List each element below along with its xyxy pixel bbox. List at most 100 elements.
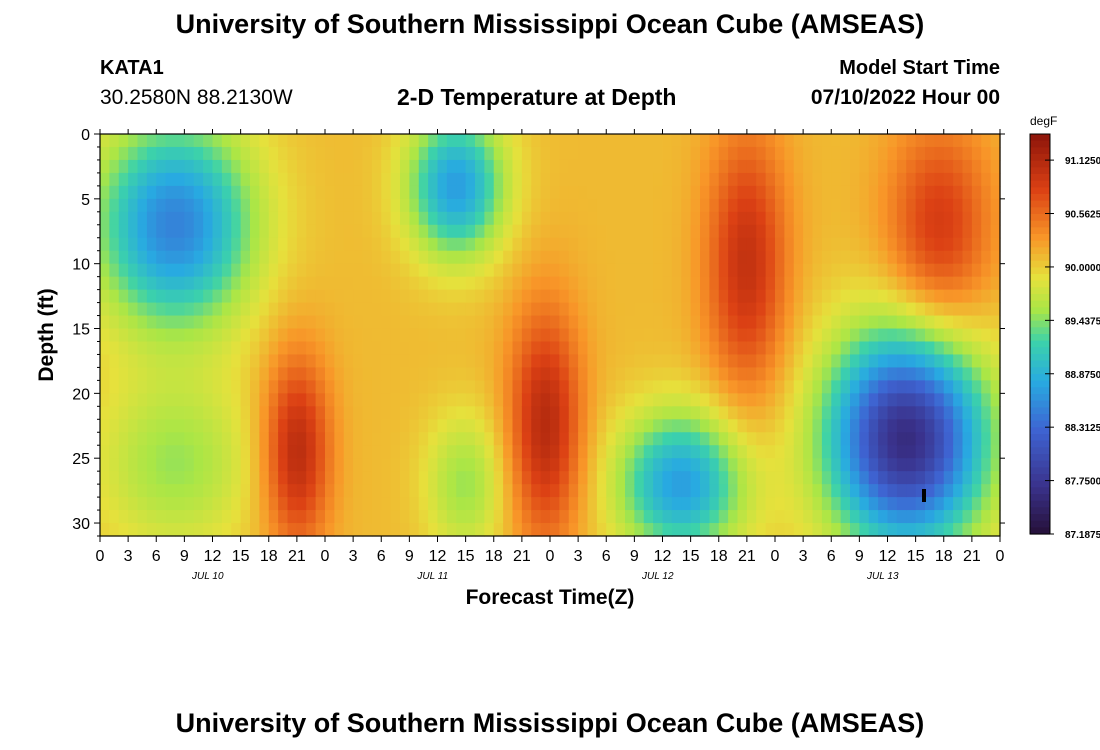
heatmap-cell <box>193 380 204 394</box>
heatmap-cell <box>653 510 664 524</box>
heatmap-cell <box>437 159 448 174</box>
heatmap-cell <box>437 380 448 394</box>
heatmap-cell <box>868 406 879 420</box>
heatmap-cell <box>746 406 757 420</box>
heatmap-cell <box>184 250 195 265</box>
heatmap-cell <box>250 471 260 485</box>
heatmap-cell <box>681 185 692 200</box>
heatmap-cell <box>531 198 542 213</box>
heatmap-cell <box>268 341 279 356</box>
heatmap-cell <box>934 185 945 200</box>
heatmap-cell <box>878 484 889 498</box>
heatmap-cell <box>859 159 870 174</box>
heatmap-cell <box>400 419 410 433</box>
heatmap-cell <box>709 341 720 356</box>
heatmap-cell <box>475 484 485 498</box>
heatmap-cell <box>653 134 664 148</box>
heatmap-cell <box>737 406 748 420</box>
heatmap-cell <box>362 302 373 317</box>
heatmap-cell <box>859 380 870 394</box>
heatmap-cell <box>709 406 720 420</box>
heatmap-cell <box>531 471 542 485</box>
heatmap-cell <box>118 134 129 148</box>
heatmap-cell <box>634 393 645 407</box>
heatmap-cell <box>737 134 748 148</box>
heatmap-cell <box>615 523 626 537</box>
heatmap-cell <box>784 185 795 200</box>
heatmap-cell <box>146 406 157 420</box>
heatmap-cell <box>681 445 692 459</box>
heatmap-cell <box>615 315 626 330</box>
heatmap-cell <box>793 198 804 213</box>
heatmap-cell <box>315 471 326 485</box>
heatmap-cell <box>990 510 1001 524</box>
colorbar-segment <box>1030 454 1050 462</box>
heatmap-cell <box>287 315 298 330</box>
heatmap-cell <box>212 367 223 381</box>
heatmap-cell <box>887 289 898 304</box>
heatmap-cell <box>165 458 176 472</box>
heatmap-cell <box>418 185 429 200</box>
heatmap-cell <box>887 159 898 174</box>
heatmap-cell <box>418 159 429 174</box>
heatmap-cell <box>690 315 701 330</box>
heatmap-cell <box>953 250 964 265</box>
heatmap-cell <box>268 172 279 187</box>
heatmap-cell <box>287 380 298 394</box>
heatmap-cell <box>568 134 579 148</box>
heatmap-cell <box>325 419 335 433</box>
heatmap-cell <box>390 146 401 161</box>
heatmap-cell <box>128 172 139 187</box>
heatmap-cell <box>981 198 992 213</box>
heatmap-cell <box>381 250 392 265</box>
heatmap-cell <box>446 237 457 252</box>
heatmap-cell <box>221 471 232 485</box>
heatmap-cell <box>793 211 804 226</box>
heatmap-cell <box>250 419 260 433</box>
heatmap-cell <box>615 471 626 485</box>
heatmap-cell <box>662 510 673 524</box>
heatmap-cell <box>512 302 523 317</box>
heatmap-cell <box>840 289 851 304</box>
heatmap-cell <box>268 497 279 511</box>
heatmap-cell <box>137 237 148 252</box>
heatmap-cell <box>896 302 907 317</box>
heatmap-cell <box>512 159 523 174</box>
heatmap-cell <box>700 484 710 498</box>
heatmap-cell <box>409 497 420 511</box>
heatmap-cell <box>240 146 251 161</box>
heatmap-cell <box>531 134 542 148</box>
heatmap-cell <box>334 211 345 226</box>
heatmap-cell <box>184 159 195 174</box>
heatmap-cell <box>746 458 757 472</box>
heatmap-cell <box>531 432 542 446</box>
heatmap-cell <box>428 315 439 330</box>
heatmap-cell <box>521 134 532 148</box>
heatmap-cell <box>165 419 176 433</box>
heatmap-cell <box>203 237 214 252</box>
heatmap-cell <box>681 159 692 174</box>
heatmap-cell <box>306 172 317 187</box>
heatmap-cell <box>175 211 185 226</box>
heatmap-cell <box>184 484 195 498</box>
heatmap-cell <box>475 263 485 278</box>
heatmap-cell <box>250 211 260 226</box>
heatmap-cell <box>212 237 223 252</box>
heatmap-cell <box>662 380 673 394</box>
heatmap-cell <box>756 237 767 252</box>
heatmap-cell <box>606 406 617 420</box>
heatmap-cell <box>118 237 129 252</box>
heatmap-cell <box>315 172 326 187</box>
heatmap-cell <box>709 315 720 330</box>
heatmap-cell <box>184 445 195 459</box>
heatmap-cell <box>165 211 176 226</box>
heatmap-cell <box>306 510 317 524</box>
heatmap-cell <box>381 276 392 291</box>
heatmap-cell <box>962 198 973 213</box>
heatmap-cell <box>287 458 298 472</box>
heatmap-cell <box>428 484 439 498</box>
heatmap-cell <box>653 523 664 537</box>
heatmap-cell <box>456 211 467 226</box>
heatmap-cell <box>165 393 176 407</box>
heatmap-cell <box>700 276 710 291</box>
